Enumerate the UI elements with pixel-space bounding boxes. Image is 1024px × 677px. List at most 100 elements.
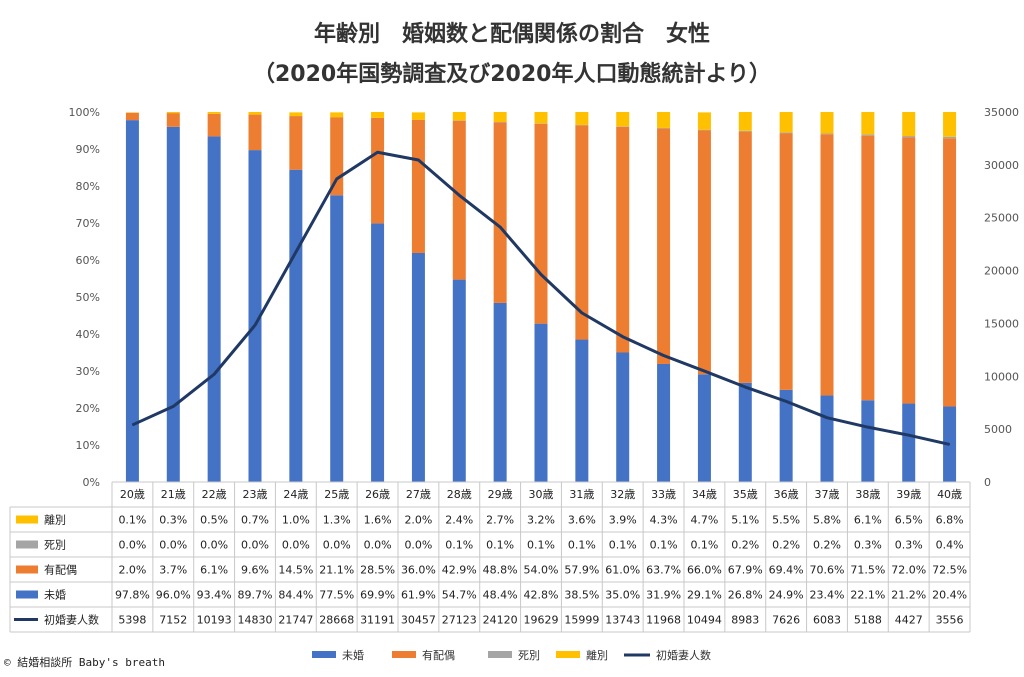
cell-divorced-5: 1.3% [323, 514, 351, 527]
cell-divorced-3: 0.7% [241, 514, 269, 527]
cell-unmarried-9: 48.4% [483, 589, 518, 602]
category-label: 24歳 [283, 488, 308, 501]
line-point-12 [622, 336, 624, 338]
cell-line-17: 6083 [813, 614, 841, 627]
cell-widowed-14: 0.1% [690, 539, 718, 552]
bar-unmarried-6 [371, 223, 385, 482]
row-key-married [16, 565, 38, 574]
cell-divorced-4: 1.0% [282, 514, 310, 527]
cell-line-20: 3556 [936, 614, 964, 627]
cell-widowed-19: 0.3% [895, 539, 923, 552]
bar-unmarried-1 [166, 126, 180, 483]
cell-line-16: 7626 [772, 614, 800, 627]
cell-married-11: 57.9% [564, 564, 599, 577]
line-point-3 [254, 324, 256, 326]
row-key-widowed [16, 540, 38, 549]
cell-divorced-11: 3.6% [568, 514, 596, 527]
bar-married-17 [820, 134, 834, 396]
cell-unmarried-15: 26.8% [728, 589, 763, 602]
cell-unmarried-1: 96.0% [156, 589, 191, 602]
cell-unmarried-0: 97.8% [115, 589, 150, 602]
bar-divorced-2 [207, 112, 221, 114]
cell-divorced-7: 2.0% [404, 514, 432, 527]
cell-widowed-13: 0.1% [650, 539, 678, 552]
line-point-10 [540, 273, 542, 275]
cell-married-3: 9.6% [241, 564, 269, 577]
line-point-1 [172, 405, 174, 407]
right-axis-tick: 5000 [984, 423, 1012, 436]
line-point-8 [458, 194, 460, 196]
line-point-13 [663, 354, 665, 356]
line-point-0 [131, 424, 133, 426]
cell-married-6: 28.5% [360, 564, 395, 577]
category-label: 39歳 [896, 488, 921, 501]
bar-married-19 [902, 137, 916, 404]
cell-divorced-0: 0.1% [118, 514, 146, 527]
cell-unmarried-3: 89.7% [238, 589, 273, 602]
left-axis-tick: 80% [76, 180, 100, 193]
category-label: 31歳 [569, 488, 594, 501]
category-label: 34歳 [692, 488, 717, 501]
bar-widowed-16 [779, 132, 793, 134]
cell-unmarried-10: 42.8% [524, 589, 559, 602]
cell-divorced-6: 1.6% [364, 514, 392, 527]
cell-line-13: 11968 [646, 614, 681, 627]
cell-married-13: 63.7% [646, 564, 681, 577]
right-axis-tick: 15000 [984, 317, 1019, 330]
category-label: 21歳 [161, 488, 186, 501]
cell-divorced-15: 5.1% [731, 514, 759, 527]
bar-divorced-11 [575, 112, 589, 125]
cell-line-4: 21747 [278, 614, 313, 627]
bar-divorced-7 [411, 112, 425, 120]
cell-widowed-18: 0.3% [854, 539, 882, 552]
bar-married-18 [861, 135, 875, 401]
legend-label-unmarried: 未婚 [342, 648, 364, 662]
right-axis-tick: 0 [984, 476, 991, 489]
bar-divorced-10 [534, 112, 548, 124]
bar-married-15 [738, 131, 752, 383]
cell-line-7: 30457 [401, 614, 436, 627]
cell-unmarried-20: 20.4% [932, 589, 967, 602]
bar-unmarried-13 [657, 363, 671, 482]
cell-married-12: 61.0% [605, 564, 640, 577]
cell-married-7: 36.0% [401, 564, 436, 577]
bar-divorced-5 [330, 112, 344, 118]
bar-unmarried-19 [902, 403, 916, 482]
category-label: 29歳 [488, 488, 513, 501]
bar-married-0 [125, 112, 139, 121]
cell-widowed-0: 0.0% [118, 539, 146, 552]
cell-divorced-19: 6.5% [895, 514, 923, 527]
bar-divorced-15 [738, 112, 752, 131]
bar-unmarried-0 [125, 120, 139, 482]
bar-married-14 [697, 130, 711, 375]
cell-married-14: 66.0% [687, 564, 722, 577]
bar-married-6 [371, 117, 385, 224]
chart-title: 年齢別 婚姻数と配偶関係の割合 女性 [313, 22, 710, 47]
line-point-20 [949, 443, 951, 445]
bar-divorced-19 [902, 112, 916, 137]
line-point-16 [785, 400, 787, 402]
cell-unmarried-19: 21.2% [891, 589, 926, 602]
cell-divorced-18: 6.1% [854, 514, 882, 527]
cell-married-5: 21.1% [319, 564, 354, 577]
left-axis-tick: 30% [76, 365, 100, 378]
bar-unmarried-9 [493, 302, 507, 482]
bar-divorced-3 [248, 112, 262, 115]
cell-married-2: 6.1% [200, 564, 228, 577]
cell-widowed-4: 0.0% [282, 539, 310, 552]
legend-key-widowed [488, 651, 512, 658]
cell-married-18: 71.5% [850, 564, 885, 577]
cell-widowed-1: 0.0% [159, 539, 187, 552]
left-axis-tick: 90% [76, 143, 100, 156]
bar-divorced-1 [166, 112, 180, 114]
bar-unmarried-5 [330, 195, 344, 482]
bar-widowed-17 [820, 133, 834, 135]
cell-line-8: 27123 [442, 614, 477, 627]
right-axis-tick: 10000 [984, 370, 1019, 383]
cell-widowed-6: 0.0% [364, 539, 392, 552]
legend-key-married [392, 651, 416, 658]
cell-widowed-20: 0.4% [936, 539, 964, 552]
row-label-widowed: 死別 [44, 539, 66, 552]
bar-unmarried-12 [616, 352, 630, 482]
